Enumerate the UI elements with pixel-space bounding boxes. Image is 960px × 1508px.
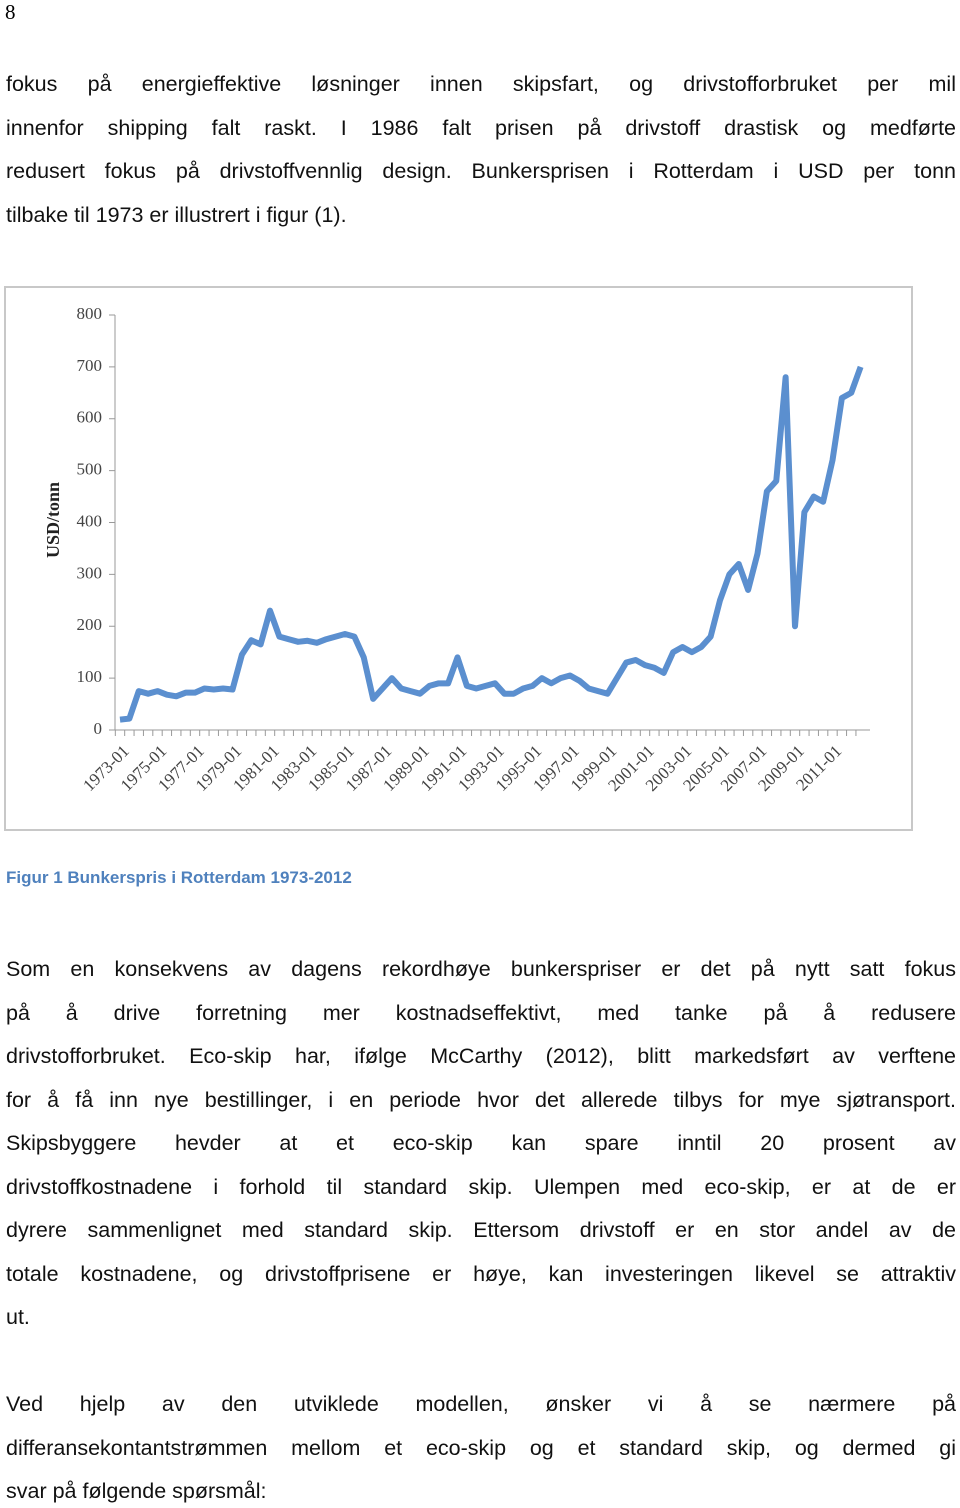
text-line: svar på følgende spørsmål: (6, 1479, 267, 1503)
text-line: tilbake til 1973 er illustrert i figur (… (6, 202, 347, 227)
text-line: for å få inn nye bestillinger, i en peri… (6, 1087, 956, 1112)
text-line: dyrere sammenlignet med standard skip. E… (6, 1218, 956, 1242)
y-tick-label: 400 (77, 511, 103, 530)
text-line: på å drive forretning mer kostnadseffekt… (6, 1000, 956, 1025)
y-tick-label: 200 (77, 615, 103, 634)
y-tick-label: 100 (77, 667, 103, 686)
data-line (119, 365, 864, 723)
y-tick-label: 0 (94, 719, 103, 738)
text-line: fokus på energieffektive løsninger innen… (6, 72, 956, 96)
text-line: Skipsbyggere hevder at et eco-skip kan s… (6, 1131, 956, 1155)
text-line: drivstofforbruket. Eco-skip har, ifølge … (6, 1044, 956, 1068)
text-line: redusert fokus på drivstoffvennlig desig… (6, 159, 956, 183)
y-tick-label: 600 (77, 408, 103, 427)
y-tick-label: 700 (77, 356, 103, 375)
y-tick-label: 300 (77, 563, 103, 582)
text-line: Ved hjelp av den utviklede modellen, øns… (6, 1392, 956, 1416)
text-line: innenfor shipping falt raskt. I 1986 fal… (6, 115, 956, 140)
text-line: differansekontantstrømmen mellom et eco-… (6, 1435, 956, 1460)
page-number: 8 (5, 0, 16, 24)
y-tick-label: 800 (77, 304, 103, 323)
y-tick-label: 500 (77, 460, 103, 479)
text-line: totale kostnadene, og drivstoffprisene e… (6, 1261, 956, 1286)
chart-frame (4, 286, 913, 831)
y-axis-title: USD/tonn (43, 482, 63, 558)
text-line: Som en konsekvens av dagens rekordhøye b… (6, 957, 956, 981)
text-line: ut. (6, 1305, 30, 1329)
figure-caption: Figur 1 Bunkerspris i Rotterdam 1973-201… (6, 868, 352, 887)
text-line: drivstoffkostnadene i forhold til standa… (6, 1174, 956, 1199)
